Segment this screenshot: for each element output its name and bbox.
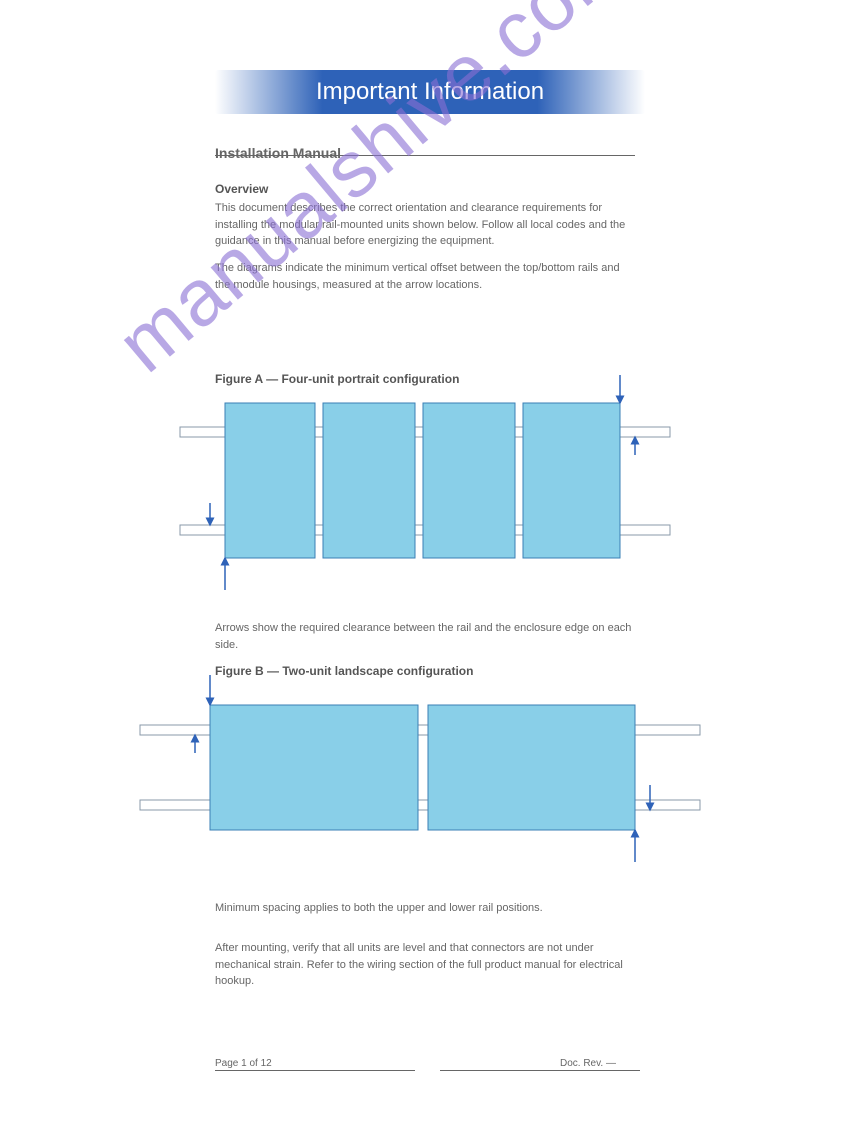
module-box bbox=[523, 403, 620, 558]
subtitle-rule bbox=[215, 155, 635, 156]
rail-segment bbox=[635, 725, 700, 735]
closing-para: After mounting, verify that all units ar… bbox=[215, 940, 635, 990]
module-box bbox=[323, 403, 415, 558]
figure-a-label: Figure A — Four-unit portrait configurat… bbox=[215, 370, 635, 389]
rail-segment bbox=[418, 725, 428, 735]
footer-right: Doc. Rev. — bbox=[560, 1058, 616, 1069]
intro-para-2: The diagrams indicate the minimum vertic… bbox=[215, 260, 635, 293]
rail-segment bbox=[635, 800, 700, 810]
rail-segment bbox=[180, 427, 225, 437]
footer-rule-right bbox=[440, 1070, 640, 1071]
module-box bbox=[210, 705, 418, 830]
rail-segment bbox=[140, 800, 210, 810]
rail-segment bbox=[515, 525, 523, 535]
module-box bbox=[428, 705, 635, 830]
page-title: Important Information bbox=[316, 78, 544, 106]
module-box bbox=[225, 403, 315, 558]
rail-segment bbox=[415, 427, 423, 437]
figure-b-note: Minimum spacing applies to both the uppe… bbox=[215, 900, 635, 917]
title-banner: Important Information bbox=[215, 70, 645, 114]
intro-heading: Overview bbox=[215, 180, 635, 199]
rail-segment bbox=[315, 525, 323, 535]
intro-para-1: This document describes the correct orie… bbox=[215, 200, 635, 250]
diagram-a bbox=[180, 395, 670, 615]
rail-segment bbox=[418, 800, 428, 810]
rail-segment bbox=[140, 725, 210, 735]
subtitle-label: Installation Manual bbox=[215, 145, 341, 161]
rail-segment bbox=[620, 427, 670, 437]
footer-left: Page 1 of 12 bbox=[215, 1058, 272, 1069]
figure-a-note: Arrows show the required clearance betwe… bbox=[215, 620, 635, 653]
rail-segment bbox=[620, 525, 670, 535]
rail-segment bbox=[415, 525, 423, 535]
rail-segment bbox=[315, 427, 323, 437]
footer-rule-left bbox=[215, 1070, 415, 1071]
figure-b-label: Figure B — Two-unit landscape configurat… bbox=[215, 662, 635, 681]
diagram-b bbox=[140, 690, 700, 890]
module-box bbox=[423, 403, 515, 558]
rail-segment bbox=[515, 427, 523, 437]
rail-segment bbox=[180, 525, 225, 535]
